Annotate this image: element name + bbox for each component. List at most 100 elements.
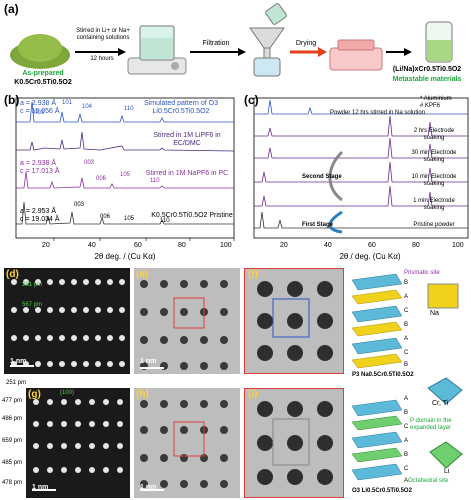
b-trace2-title: Stirred in 1M LiPF6 in EC/DMC [153,132,221,147]
micrograph-e-dots [140,280,228,370]
panel-a-schematic [10,3,453,77]
b-trace4-a: a = 2.953 Å [20,208,57,215]
stack-bot-1: B [404,410,409,416]
d-m1: 281 pm [22,282,43,288]
c-tick-60: 60 [368,242,376,249]
trace-b-4 [16,201,234,225]
micrograph-i-dots [257,401,333,485]
powder-label: As-prepared [22,70,64,77]
step1-time: 12 hours [90,56,114,62]
g-row-1: 477 pm [2,398,23,404]
b-t4-peak-110: 110 [160,218,170,224]
stack-top-2: C [404,308,409,314]
b-t4-peak-006: 006 [100,214,111,220]
b-trace3-title: Stirred in 1M NaPF6 in PC [145,170,229,177]
b-trace3-c: c = 17.013 Å [20,168,60,175]
micrograph-h [134,388,240,498]
unit-box-f [272,298,310,338]
micrograph-g-dots [32,399,123,491]
panel-d-label: (d) [6,269,19,280]
first-stage-arrow [328,210,343,234]
b-t3-peak-105: 105 [120,172,131,178]
g-scale: 1 nm [32,484,49,491]
crti-octahedron-icon [427,377,463,405]
trace-b-3 [16,171,234,189]
h-scale: 1 nm [140,484,157,491]
panel-b-label: (b) [4,93,20,107]
c-tick-40: 40 [324,242,332,249]
stack-top-6: B [404,362,409,368]
panel-e-label: (e) [136,269,149,280]
model-o3-formula: O3 Li0.5Cr0.5Ti0.5O2 [352,488,412,494]
unit-box-i [272,418,310,466]
panel-f-label: (f) [248,269,258,280]
model-octahedral: Octahedral site [408,478,449,484]
d-scale: 1 nm [10,358,27,365]
trace-c-2 [254,115,468,137]
panel-h-label: (h) [136,389,149,400]
b-t1-peak-104: 104 [82,104,93,110]
pouring-beaker [265,3,287,25]
c-first-stage: First Stage [302,222,334,228]
b-t3-peak-110: 110 [150,178,160,184]
c-tick-80: 80 [412,242,420,249]
micrograph-g [26,388,130,498]
o3-model [351,399,403,481]
stack-top-5: C [404,350,409,356]
model-na: Na [430,310,439,317]
c-trace-6: Pristine powder [413,222,455,228]
product-formula: (Li/Na)xCr0.5Ti0.5O2 [392,66,462,73]
product-desc: Metastable materials [392,76,462,83]
c-trace-2: 2 hrs Electrode soaking [413,128,455,141]
panel-b-frame [15,97,235,239]
step3-label: Drying [295,40,317,47]
micrograph-f [244,268,344,374]
micrograph-i [244,388,344,498]
panel-g-label: (g) [28,389,41,400]
flask [253,57,281,77]
b-tick-20: 20 [42,242,50,249]
b-trace4-c: c = 19.034 Å [20,216,60,223]
b-xlabel: 2θ deg. / (Cu Kα) [94,252,156,261]
b-trace1-title: Simulated pattern of O3 Li0.5Cr0.5Ti0.5O… [144,100,218,115]
trace-b-1 [16,101,234,123]
stack-bot-4: B [404,452,409,458]
powder-pile-top [18,34,62,62]
c-trace-3: 30 min Electrode soaking [411,150,457,163]
stack-bot-2: C [404,424,409,430]
model-crti: Cr, Ti [432,400,449,407]
panel-i-label: (i) [248,389,258,400]
micrograph-f-dots [257,281,333,361]
b-t3-peak-003: 003 [84,160,95,166]
b-tick-100: 100 [220,242,232,249]
second-stage-arrow [328,150,344,202]
powder-formula: K0.5Cr0.5Ti0.5O2 [14,79,72,86]
b-trace1-a: a = 2.938 Å [20,100,57,107]
b-trace3-a: a = 2.938 Å [20,160,57,167]
p3-model [351,273,403,369]
d-m2: 567 pm [22,302,43,308]
b-tick-40: 40 [88,242,96,249]
b-t4-peak-105: 105 [124,216,135,222]
funnel [249,27,285,49]
b-tick-80: 80 [178,242,186,249]
panel-a-label: (a) [4,2,19,16]
b-trace4-title: K0.5Cr0.5Ti0.5O2 Pristine [151,212,233,219]
trace-c-3 [254,137,468,159]
stack-top-3: B [404,322,409,328]
b-trace1-c: c = 15.056 Å [20,108,60,115]
stack-bot-6: A [404,478,409,484]
g-zone: (100) [60,390,75,396]
g-row-3: 659 pm [2,438,23,444]
trace-c-6 [254,211,468,229]
e-scale: 1 nm [140,358,157,365]
b-t4-peak-003: 003 [74,202,85,208]
g-row-2: 486 pm [2,416,23,422]
b-t1-peak-101: 101 [62,100,73,106]
trace-c-1 [254,99,468,115]
c-trace-5: 1 min Electrode soaking [413,198,455,211]
li-octahedron-icon [429,441,463,469]
c-legend-kpf6: # KPF6 [420,103,441,109]
b-t3-peak-006: 006 [96,176,107,182]
micrograph-h-dots [140,400,228,491]
